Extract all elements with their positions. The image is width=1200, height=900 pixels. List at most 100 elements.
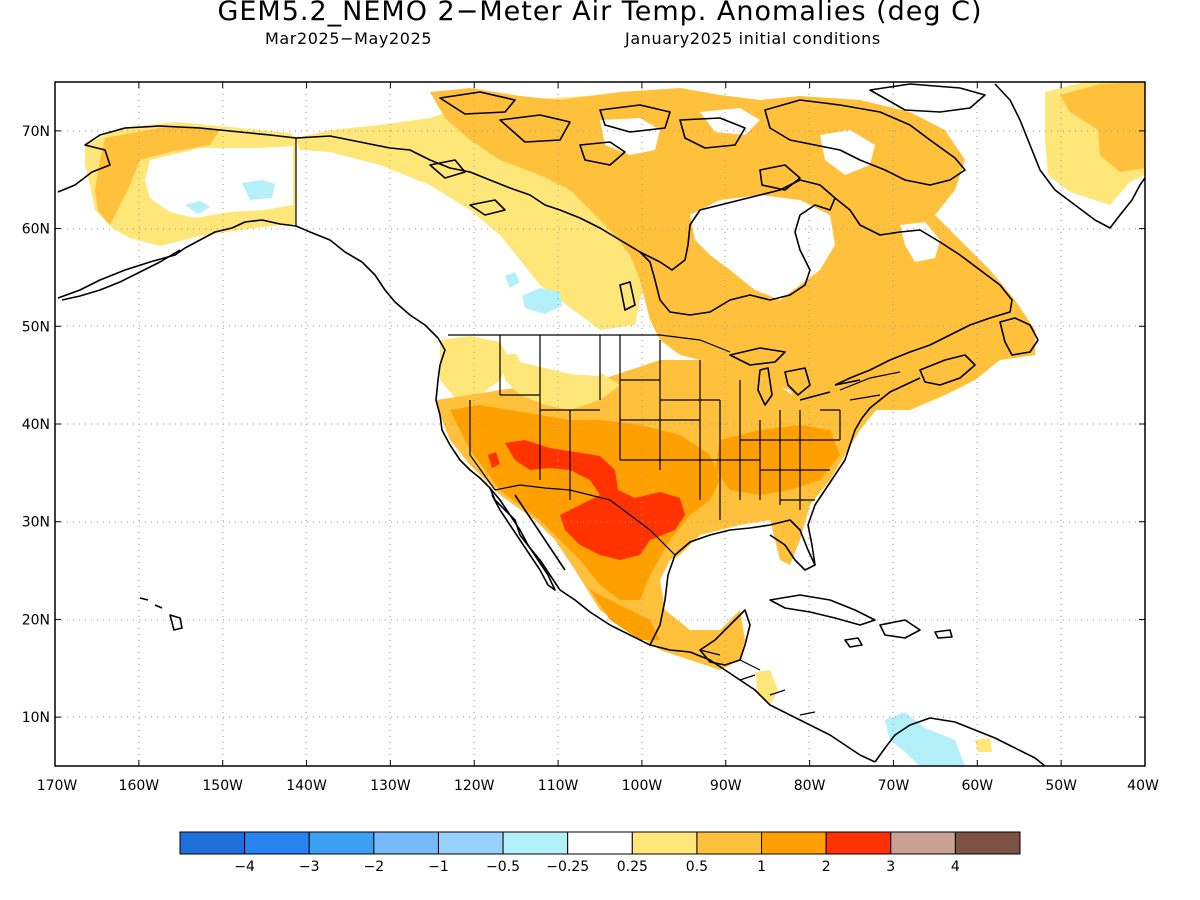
lon-label: 80W — [794, 778, 826, 794]
colorbar-label: −1 — [428, 859, 449, 875]
colorbar-swatch — [825, 831, 892, 855]
great-bear-lake — [429, 159, 466, 179]
colorbar-swatch — [179, 831, 246, 855]
alaska-cool-2 — [185, 201, 210, 214]
greenland-anomaly-1 — [1060, 82, 1145, 172]
baffin-island — [764, 99, 966, 186]
lat-label: 40N — [22, 417, 50, 433]
california-anomaly-3 — [488, 452, 500, 468]
colorbar-label: −4 — [234, 859, 255, 875]
baffin-white — [820, 130, 875, 175]
hudson-bay — [639, 179, 836, 316]
mexico-coast-anomaly-2 — [590, 590, 660, 640]
colorbar-label: −0.5 — [486, 859, 520, 875]
colorbar-label: 0.25 — [617, 859, 648, 875]
lat-label: 70N — [22, 124, 50, 140]
lake-erie-ontario — [799, 379, 861, 401]
colorbar-swatch — [954, 831, 1021, 855]
colorbar-swatch — [373, 831, 439, 855]
hispaniola — [879, 619, 921, 639]
lake-winnipeg — [619, 281, 636, 311]
south-america-anomaly-0.5 — [975, 738, 992, 752]
lon-axis: 170W 160W 150W 140W 130W 120W 110W 100W 90W 80W 70… — [37, 82, 1159, 794]
arctic-coast — [295, 135, 641, 253]
lon-label: 60W — [961, 778, 993, 794]
anomaly-shading — [85, 82, 1145, 766]
colorbar-label: 0.5 — [686, 859, 708, 875]
lon-label: 50W — [1045, 778, 1077, 794]
puerto-rico — [934, 629, 953, 639]
colorbar-label: −3 — [299, 859, 320, 875]
south-america-cool — [885, 712, 965, 766]
lon-label: 170W — [37, 778, 78, 794]
central-america-borders — [739, 674, 816, 716]
coastlines — [57, 83, 1145, 766]
colorbar-swatch — [244, 831, 310, 855]
alaska-white — [145, 146, 293, 218]
colorbar-label: −0.25 — [546, 859, 589, 875]
colorbar-label: 4 — [951, 859, 960, 875]
lon-label: 160W — [119, 778, 160, 794]
lon-label: 130W — [370, 778, 411, 794]
state-lines-west — [469, 335, 601, 500]
pacific-nw-anomaly-0.5 — [440, 336, 510, 398]
greenland-coast — [994, 83, 1145, 229]
lat-lon-grid — [55, 82, 1145, 766]
colorbar-swatch — [308, 831, 375, 855]
lon-label: 110W — [538, 778, 579, 794]
colorbar-label: 3 — [886, 859, 895, 875]
lat-axis: 70N 60N 50N 40N 30N 20N 10N — [22, 124, 1145, 726]
lon-label: 150W — [202, 778, 243, 794]
yukon-cool-1 — [242, 180, 275, 200]
alaska-anomaly-1 — [95, 126, 220, 225]
colorbar-swatch — [437, 831, 504, 855]
baja-california — [489, 487, 556, 591]
state-lines-east — [740, 394, 881, 501]
colorbar-label: −2 — [364, 859, 385, 875]
yucatan — [699, 609, 751, 666]
colorbar-swatch — [696, 831, 763, 855]
great-slave-lake — [469, 199, 506, 216]
mexico-states — [699, 649, 761, 671]
lake-superior — [729, 347, 786, 366]
political-borders — [295, 138, 901, 716]
jamaica — [844, 637, 863, 648]
colorbar-swatch — [631, 831, 698, 855]
arctic-island-4 — [439, 91, 516, 115]
labrador-coast — [834, 197, 1013, 386]
alaska-peninsula — [61, 249, 181, 301]
lake-michigan — [757, 367, 773, 406]
gulf-coast — [649, 519, 816, 646]
colorbar: −4 −3 −2 −1 −0.5 −0.25 0.25 0.5 1 2 3 4 — [179, 831, 1021, 875]
sonora-coast — [514, 494, 566, 571]
lat-label: 50N — [22, 319, 50, 335]
chart-title: GEM5.2_NEMO 2−Meter Air Temp. Anomalies … — [217, 0, 983, 27]
labrador-white — [900, 222, 940, 262]
arctic-island-2 — [679, 117, 746, 149]
colorbar-swatch — [890, 831, 956, 855]
hawaii-small — [139, 597, 163, 609]
lon-label: 70W — [878, 778, 910, 794]
lat-label: 10N — [22, 710, 50, 726]
colorbar-swatch — [567, 831, 633, 855]
lake-huron — [784, 367, 811, 396]
lon-label: 90W — [710, 778, 742, 794]
pacific-coast — [394, 301, 876, 763]
southwest-anomaly-3 — [505, 440, 685, 560]
lon-label: 140W — [286, 778, 327, 794]
lat-label: 30N — [22, 515, 50, 531]
arctic-island-1 — [599, 104, 671, 133]
nova-scotia — [919, 354, 976, 386]
lat-label: 60N — [22, 222, 50, 238]
arctic-island-3 — [499, 114, 571, 143]
northern-plains-white — [510, 338, 615, 376]
lon-label: 40W — [1127, 778, 1159, 794]
lat-label: 20N — [22, 612, 50, 628]
forecast-period: Mar2025−May2025 — [265, 29, 433, 48]
lon-label: 100W — [622, 778, 663, 794]
saskatchewan-cool — [522, 288, 562, 314]
colorbar-swatch — [502, 831, 569, 855]
hawaii-big — [169, 614, 183, 631]
cuba — [769, 594, 876, 626]
